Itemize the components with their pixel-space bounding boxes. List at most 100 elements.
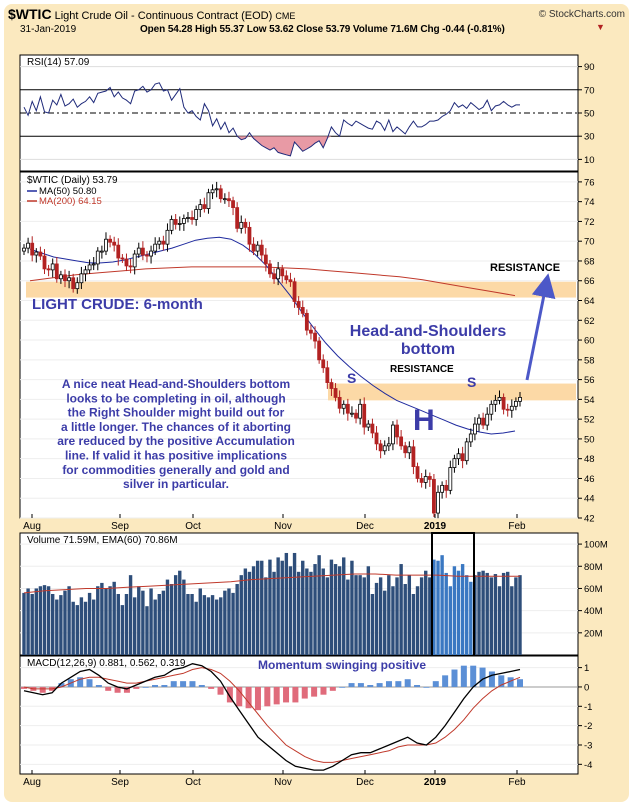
price-candle: [382, 445, 387, 452]
x-tick-label: Oct: [185, 777, 201, 788]
volume-bar: [153, 599, 157, 655]
volume-bar: [399, 564, 403, 655]
price-candle: [460, 453, 465, 462]
price-candle: [198, 204, 203, 210]
macd-histogram-bar: [226, 686, 233, 703]
price-tick-label: 64: [584, 296, 595, 307]
volume-bar: [67, 586, 71, 655]
volume-bar: [456, 570, 461, 655]
macd-histogram-bar: [404, 679, 411, 687]
x-tick-label: Sep: [111, 521, 129, 532]
price-candle: [71, 277, 76, 290]
volume-bar: [510, 586, 514, 655]
macd-histogram-bar: [142, 686, 149, 688]
price-candle: [63, 274, 67, 282]
price-candle: [38, 251, 43, 257]
price-candle: [268, 263, 272, 275]
macd-histogram-bar: [320, 686, 327, 695]
volume-bar: [452, 566, 457, 655]
price-tick-label: 58: [584, 355, 595, 366]
price-candle: [485, 413, 490, 426]
volume-bar: [411, 594, 416, 655]
price-candle: [91, 263, 96, 266]
volume-bar: [501, 572, 506, 655]
instrument-title: Light Crude Oil - Continuous Contract (E…: [54, 10, 273, 22]
volume-bar: [227, 588, 231, 655]
price-candle: [325, 367, 330, 383]
macd-tick-label: 0: [584, 682, 589, 693]
volume-legend: Volume 71.59M, EMA(60) 70.86M: [27, 535, 178, 546]
price-candle: [231, 200, 235, 208]
volume-bar: [255, 560, 260, 655]
volume-bar: [169, 584, 174, 655]
price-candle: [132, 253, 137, 268]
price-candle: [67, 277, 71, 282]
price-candle: [505, 408, 510, 411]
macd-histogram-bar: [488, 671, 495, 687]
price-tick-label: 66: [584, 276, 595, 287]
source-credit[interactable]: © StockCharts.com: [538, 9, 625, 20]
rsi-oversold-fill: [24, 136, 520, 156]
rsi-tick-label: 50: [584, 109, 595, 120]
volume-bar: [190, 594, 194, 655]
price-candle: [165, 229, 170, 245]
volume-bar: [325, 577, 330, 655]
volume-bar: [366, 566, 371, 655]
ma50-line: [29, 236, 516, 435]
price-tick-label: 72: [584, 217, 595, 228]
price-candle: [194, 209, 199, 220]
macd-histogram-bar: [245, 686, 252, 709]
price-gridlines: [20, 181, 578, 519]
macd-histogram-bar: [311, 686, 318, 697]
price-tick-label: 42: [584, 514, 595, 525]
macd-tick-label: -1: [584, 702, 592, 713]
volume-bar: [104, 588, 108, 655]
volume-bar: [38, 586, 43, 655]
macd-histogram-bar: [376, 683, 383, 687]
price-candle: [222, 198, 227, 201]
price-candle: [247, 226, 252, 245]
volume-bar: [280, 560, 284, 655]
price-candle: [350, 412, 354, 415]
rsi-tick-label: 10: [584, 155, 595, 166]
macd-axis: 1 0 -1 -2 -3 -4: [578, 663, 592, 771]
price-tick-label: 44: [584, 494, 595, 505]
price-candle: [26, 242, 30, 249]
volume-bar: [149, 588, 153, 655]
price-candle: [243, 222, 248, 228]
macd-histogram-bar: [292, 686, 299, 703]
price-candle: [345, 403, 350, 414]
commentary-line: are reduced by the positive Accumulation: [57, 434, 295, 448]
volume-tick-label: 100M: [584, 540, 608, 551]
price-candle: [177, 223, 182, 225]
macd-legend: MACD(12,26,9) 0.881, 0.562, 0.319: [27, 658, 186, 669]
volume-bar: [428, 577, 432, 655]
macd-histogram-bar: [339, 686, 346, 688]
commentary-line: a little longer. The chances of it abort…: [61, 420, 291, 434]
volume-bar: [223, 590, 227, 655]
resistance-label-lower: RESISTANCE: [390, 364, 454, 375]
commentary-line: for commodities generally and gold and: [62, 463, 289, 477]
price-tick-label: 76: [584, 177, 595, 188]
change-down-icon: ▼: [596, 22, 605, 32]
price-candle: [190, 217, 194, 220]
price-candle: [292, 281, 297, 302]
volume-ema-line: [23, 573, 520, 594]
price-candle: [448, 467, 453, 491]
price-candle: [497, 396, 502, 401]
head-label: H: [413, 404, 435, 437]
price-candle: [337, 396, 342, 409]
price-candle: [124, 258, 129, 267]
volume-bar: [157, 594, 161, 655]
resistance-zone-upper: [26, 281, 576, 298]
x-tick-label: 2019: [424, 777, 447, 788]
volume-bar: [370, 594, 375, 655]
price-tick-label: 56: [584, 375, 595, 386]
macd-histogram-bar: [301, 686, 308, 699]
volume-bar: [407, 575, 412, 655]
price-candle: [518, 396, 522, 402]
left-shoulder-label: S: [347, 370, 356, 386]
commentary-line: looks to be completing in oil, although: [66, 391, 285, 405]
volume-bar: [346, 579, 350, 655]
price-candle: [395, 424, 399, 438]
